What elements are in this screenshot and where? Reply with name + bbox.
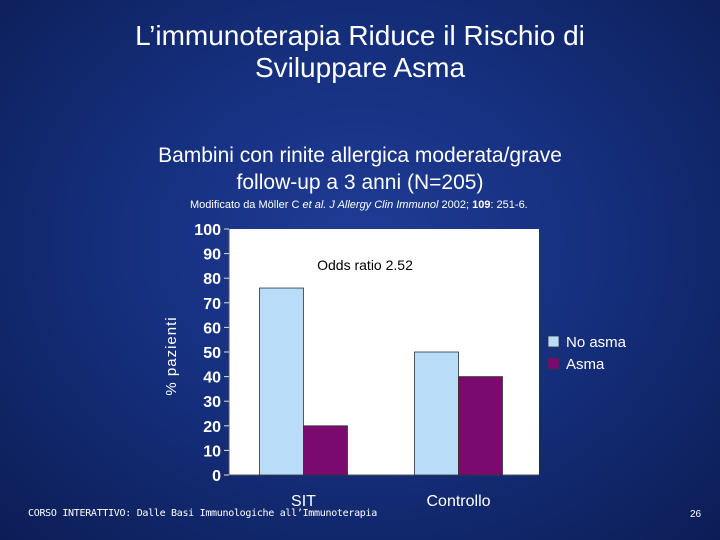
citation-prefix: Modificato da Möller C <box>190 199 303 211</box>
citation-volume: 109 <box>472 199 491 211</box>
annotation-label: Odds ratio 2.52 <box>317 257 413 273</box>
y-tick-label: 20 <box>203 419 221 436</box>
subtitle-line-2: follow-up a 3 anni (N=205) <box>236 171 484 194</box>
x-tick-label: SIT <box>291 493 316 510</box>
slide-title: L’immunoterapia Riduce il Rischio di Svi… <box>60 20 660 84</box>
y-tick-label: 50 <box>203 345 221 362</box>
subtitle-line-1: Bambini con rinite allergica moderata/gr… <box>158 144 562 167</box>
y-axis-ticks: 0 10 20 30 40 50 60 70 80 90 100 <box>194 222 539 485</box>
odds-ratio-annotation: Odds ratio 2.52 <box>301 255 434 345</box>
legend: No asma Asma <box>547 334 627 373</box>
bar-asma-sit <box>303 425 348 476</box>
x-axis-labels: SIT Controllo <box>291 493 491 510</box>
page-number: 26 <box>690 509 702 520</box>
citation-year: 2002; <box>438 199 473 211</box>
y-tick-label: 60 <box>203 320 221 337</box>
citation-et-al: et al. <box>302 199 327 211</box>
y-tick-label: 30 <box>203 394 221 411</box>
y-tick-label: 0 <box>212 468 221 485</box>
y-tick-label: 70 <box>203 296 221 313</box>
y-tick-label: 100 <box>194 222 221 239</box>
y-tick-label: 80 <box>203 271 221 288</box>
y-tick-label: 90 <box>203 247 221 264</box>
y-tick-label: 40 <box>203 370 221 387</box>
title-line-2: Sviluppare Asma <box>254 52 466 83</box>
slide-subtitle: Bambini con rinite allergica moderata/gr… <box>60 142 660 196</box>
bar-no-asma-controllo <box>414 351 459 476</box>
bar-asma-controllo <box>458 376 503 476</box>
y-axis-label: % pazienti <box>163 316 180 395</box>
legend-swatch <box>547 357 560 370</box>
title-line-1: L’immunoterapia Riduce il Rischio di <box>135 20 585 51</box>
legend-label: Asma <box>566 356 605 373</box>
citation-pages: : 251-6. <box>490 199 528 211</box>
citation: Modificato da Möller C et al. J Allergy … <box>190 199 528 211</box>
x-tick-label: Controllo <box>426 493 490 510</box>
footer-course-name: CORSO INTERATTIVO: Dalle Basi Immunologi… <box>28 508 377 519</box>
citation-journal: J Allergy Clin Immunol <box>326 199 439 211</box>
bar-no-asma-sit <box>259 287 304 476</box>
legend-swatch <box>547 335 560 348</box>
annotation-label-background <box>305 255 425 275</box>
legend-label: No asma <box>566 334 627 351</box>
y-tick-label: 10 <box>203 443 221 460</box>
bars <box>259 287 503 476</box>
